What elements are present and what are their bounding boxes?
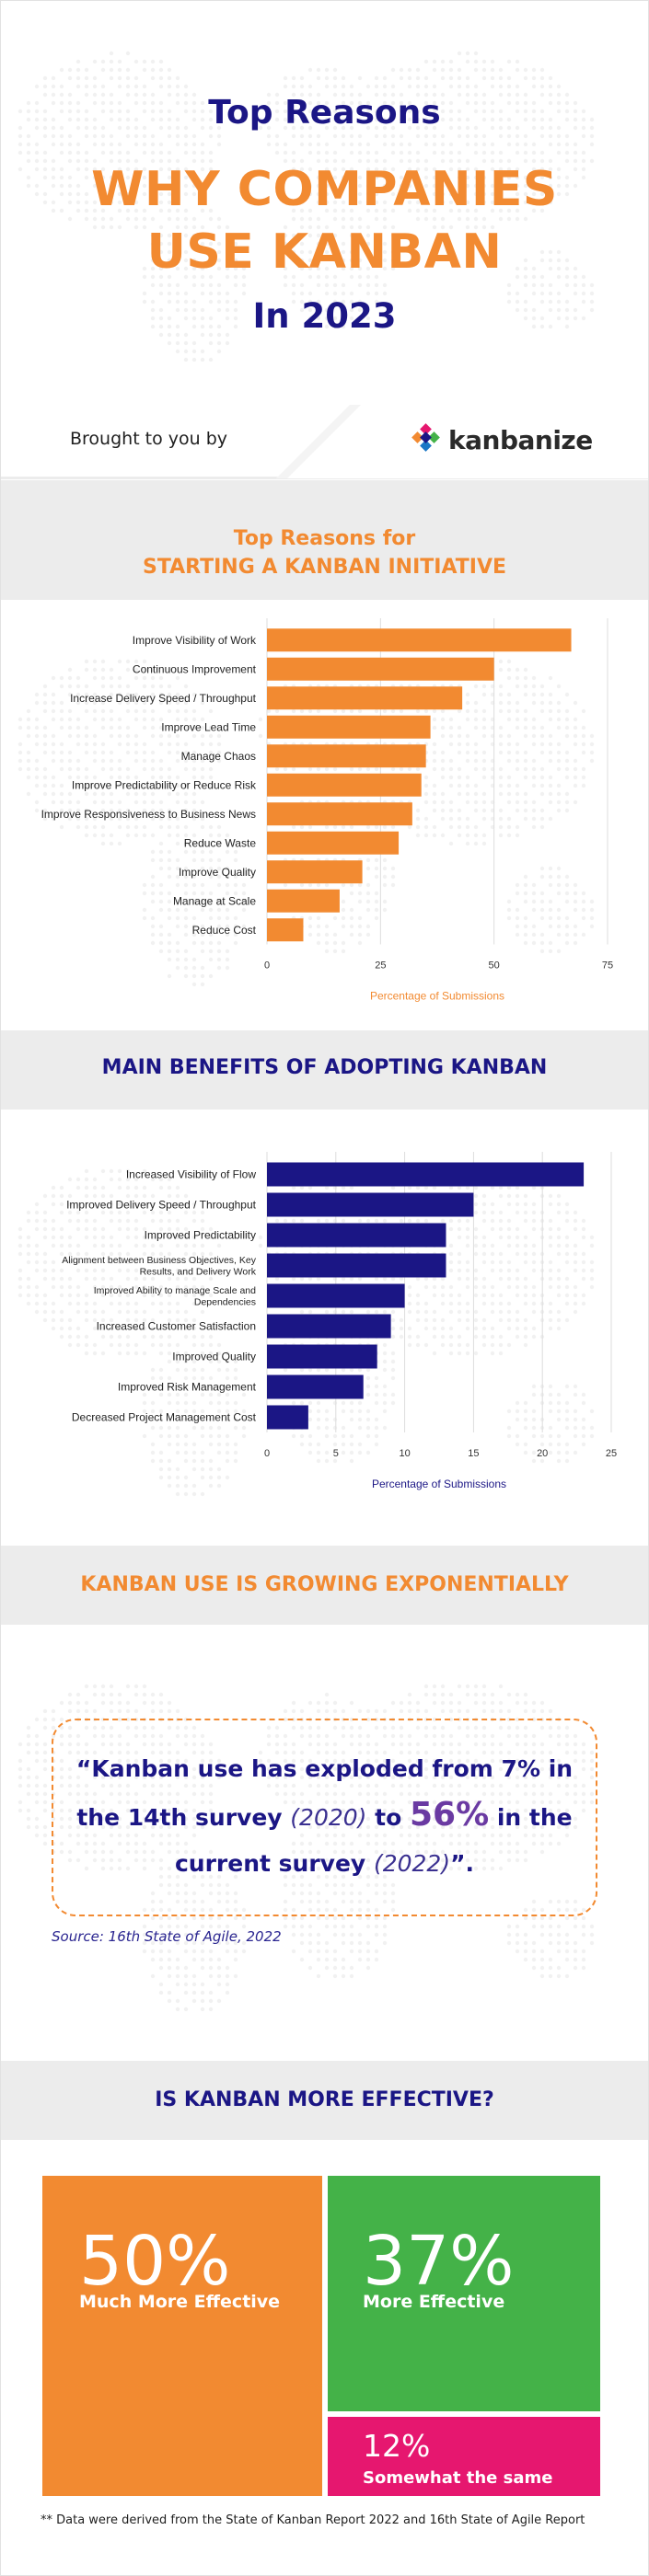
x-tick-label: 25 — [606, 1448, 617, 1459]
x-axis-label: Percentage of Submissions — [372, 1478, 506, 1490]
hero: Top Reasons WHY COMPANIES USE KANBAN In … — [0, 0, 649, 405]
tile-much-more-effective: 50% Much More Effective — [42, 2176, 322, 2496]
quote-close: ”. — [450, 1850, 475, 1877]
quote-year-2020: (2020) — [290, 1804, 367, 1831]
tile-somewhat-the-same-percent: 12% — [363, 2428, 431, 2464]
section-growing-title: KANBAN USE IS GROWING EXPONENTIALLY — [80, 1573, 569, 1596]
hero-title-line-1: WHY COMPANIES — [91, 162, 558, 217]
category-label: Dependencies — [194, 1296, 256, 1307]
bar — [267, 1314, 391, 1339]
category-label: Improved Quality — [172, 1351, 256, 1363]
category-label: Improved Predictability — [145, 1229, 256, 1242]
bar — [267, 773, 422, 797]
category-label: Improve Responsiveness to Business News — [41, 808, 256, 821]
hero-subtitle: Top Reasons — [208, 94, 441, 132]
category-label: Increased Visibility of Flow — [126, 1168, 257, 1181]
kanbanize-logo: kanbanize — [410, 423, 593, 456]
bar — [267, 1344, 377, 1369]
bar — [267, 1223, 446, 1248]
tile-much-more-effective-label: Much More Effective — [79, 2292, 281, 2312]
category-label: Improve Visibility of Work — [133, 634, 257, 647]
quote-source: Source: 16th State of Agile, 2022 — [52, 1928, 282, 1945]
x-axis-label: Percentage of Submissions — [370, 990, 504, 1003]
tile-somewhat-the-same: 12% Somewhat the same — [328, 2417, 600, 2496]
category-label: Manage at Scale — [173, 894, 256, 907]
category-label: Improve Predictability or Reduce Risk — [72, 778, 257, 791]
bar — [267, 1405, 308, 1430]
category-label: Improved Ability to manage Scale and — [94, 1285, 256, 1296]
tile-much-more-effective-percent: 50% — [79, 2222, 231, 2301]
bar — [267, 686, 463, 710]
category-label: Reduce Waste — [184, 836, 257, 849]
category-label: Reduce Cost — [192, 924, 257, 937]
footnote: ** Data were derived from the State of K… — [41, 2513, 585, 2527]
bar — [267, 1162, 585, 1187]
bar — [267, 715, 431, 739]
bar — [267, 1192, 474, 1217]
bar — [267, 831, 400, 855]
bar — [267, 889, 340, 913]
bar — [267, 860, 363, 884]
section-effective-title: IS KANBAN MORE EFFECTIVE? — [155, 2088, 494, 2111]
bar — [267, 1283, 405, 1308]
hero-title-line-2: USE KANBAN — [146, 224, 503, 280]
bar — [267, 628, 572, 652]
section-starting-title-line-1: Top Reasons for — [233, 527, 416, 550]
x-tick-label: 20 — [537, 1448, 548, 1459]
hero-title: WHY COMPANIES USE KANBAN — [0, 158, 649, 283]
brought-by-underband — [0, 478, 649, 479]
category-label: Increased Customer Satisfaction — [97, 1320, 256, 1333]
category-label: Increase Delivery Speed / Throughput — [70, 692, 257, 705]
brought-by-label: Brought to you by — [70, 429, 228, 449]
bar — [267, 918, 304, 942]
x-tick-label: 5 — [333, 1448, 339, 1459]
section-starting-title-line-2: STARTING A KANBAN INITIATIVE — [142, 556, 507, 579]
hero-year: In 2023 — [252, 296, 397, 336]
x-tick-label: 0 — [264, 1448, 270, 1459]
quote-text: “Kanban use has exploded from 7% in the … — [53, 1746, 596, 1887]
bar — [267, 657, 494, 681]
category-label: Results, and Delivery Work — [140, 1266, 257, 1277]
bar — [267, 744, 426, 768]
category-label: Manage Chaos — [181, 750, 256, 763]
kanbanize-logo-text: kanbanize — [448, 424, 593, 455]
section-starting-title: Top Reasons for STARTING A KANBAN INITIA… — [0, 524, 649, 581]
x-tick-label: 0 — [264, 960, 270, 972]
quote-year-2022: (2022) — [373, 1850, 451, 1877]
quote-mid: to — [366, 1804, 410, 1831]
category-label: Improved Delivery Speed / Throughput — [66, 1199, 257, 1212]
category-label: Decreased Project Management Cost — [72, 1411, 257, 1424]
tile-more-effective-percent: 37% — [363, 2222, 515, 2301]
chart-starting-reasons: 0 25 50 75 Improve Visibility of Work Continu… — [41, 618, 613, 1003]
category-label: Improve Lead Time — [161, 720, 256, 733]
bar — [267, 1253, 446, 1278]
kanbanize-logo-icon — [411, 423, 440, 452]
section-benefits-title: MAIN BENEFITS OF ADOPTING KANBAN — [101, 1056, 548, 1079]
x-tick-label: 75 — [602, 960, 613, 972]
category-label: Improve Quality — [179, 866, 256, 879]
category-label: Continuous Improvement — [133, 662, 257, 675]
x-tick-label: 25 — [375, 960, 386, 972]
bar — [267, 1374, 364, 1399]
x-tick-label: 50 — [489, 960, 500, 972]
tile-somewhat-the-same-label: Somewhat the same — [363, 2468, 553, 2488]
bar — [267, 802, 412, 826]
tile-more-effective-label: More Effective — [363, 2292, 505, 2312]
category-label: Alignment between Business Objectives, K… — [62, 1255, 256, 1266]
x-tick-label: 15 — [468, 1448, 479, 1459]
tile-more-effective: 37% More Effective — [328, 2176, 600, 2411]
x-tick-label: 10 — [399, 1448, 410, 1459]
chart-main-benefits: 0 5 10 15 20 25 Increased Visibility of Flow Im… — [62, 1152, 617, 1490]
category-label: Improved Risk Management — [118, 1381, 257, 1394]
quote-big-number: 56% — [409, 1796, 490, 1834]
